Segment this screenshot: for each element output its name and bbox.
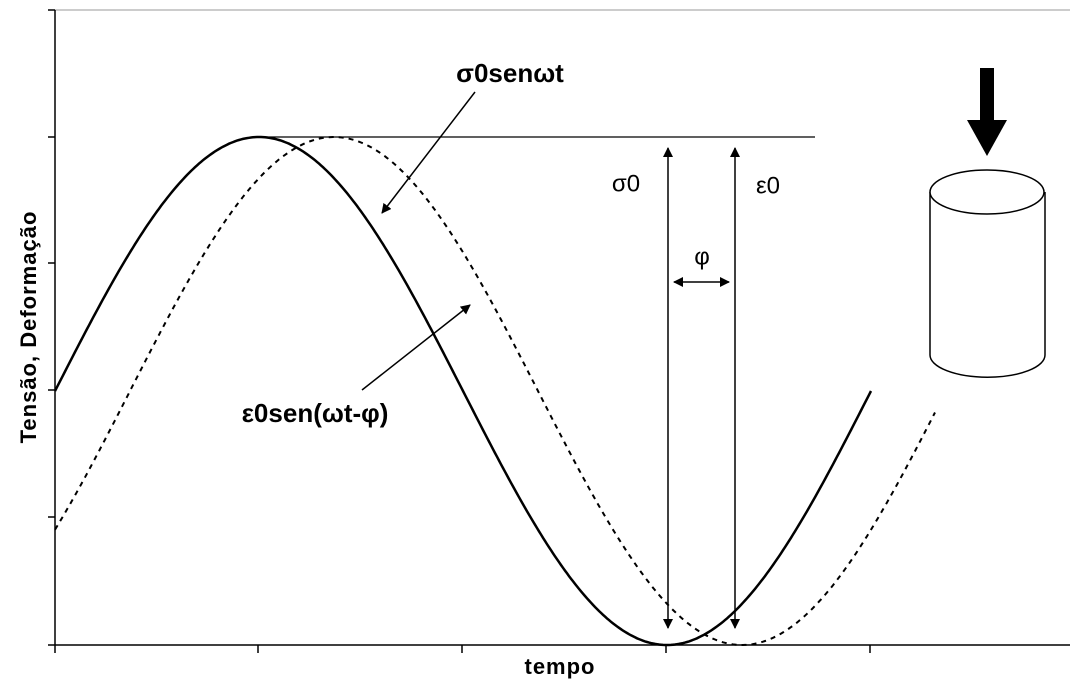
stress-pointer: [381, 91, 476, 214]
stress-curve-label: σ0senωt: [456, 58, 564, 88]
strain-curve: [54, 136, 936, 646]
y-axis-label: Tensão, Deformação: [16, 211, 41, 444]
strain-pointer: [361, 304, 471, 391]
ticks: [48, 9, 871, 653]
x-axis-label: tempo: [525, 654, 596, 679]
stress-amplitude-label: σ0: [612, 170, 640, 197]
cylinder: [929, 169, 1046, 378]
phase-label: φ: [694, 243, 710, 270]
strain-curve-label: ε0sen(ωt-φ): [242, 398, 389, 428]
load-arrow: [967, 68, 1007, 156]
stress-curve: [53, 135, 873, 647]
strain-amplitude-label: ε0: [756, 172, 780, 199]
